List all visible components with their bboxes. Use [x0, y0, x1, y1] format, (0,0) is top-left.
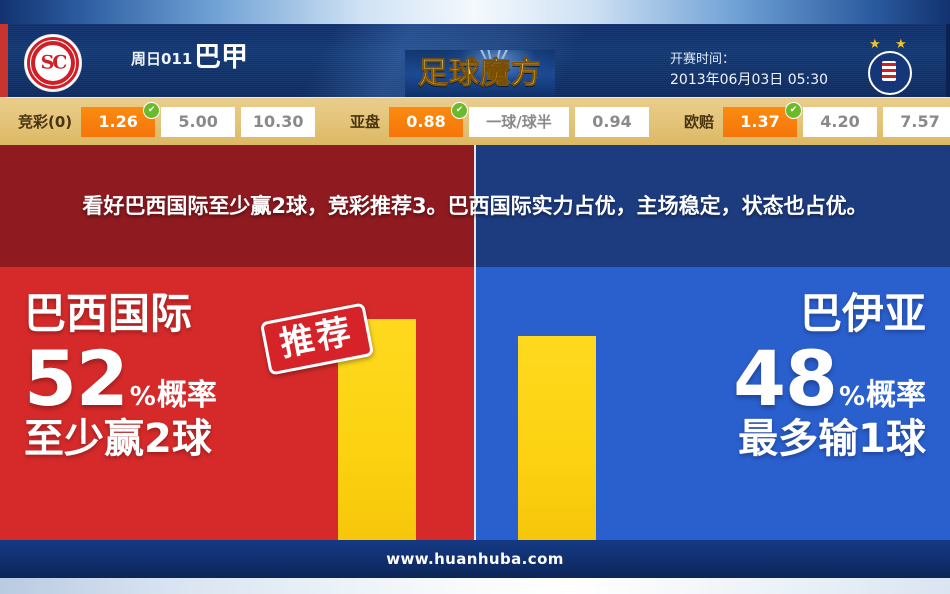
away-percent-symbol: %	[838, 382, 865, 412]
home-probability-word: 概率	[156, 378, 217, 413]
odds-cell-draw[interactable]: 5.00	[161, 107, 236, 137]
odds-group-label: 欧赔	[684, 112, 715, 131]
odds-group-jingcai: 竞彩(0) 1.26 ✔ 5.00 10.30	[18, 98, 321, 146]
odds-cell-home[interactable]: 0.88 ✔	[389, 102, 469, 137]
internacional-crest-icon: SC	[24, 34, 82, 92]
crest-monogram: SC	[40, 51, 68, 74]
odds-value: 5.00	[178, 112, 218, 131]
odds-cell-away[interactable]: 0.94	[575, 107, 650, 137]
odds-value: 0.88	[406, 112, 446, 131]
analysis-text: 看好巴西国际至少赢2球，竞彩推荐3。巴西国际实力占优，主场稳定，状态也占优。	[82, 193, 868, 218]
home-team-block: 巴西国际 52 % 概率 至少赢2球	[24, 289, 324, 463]
away-outcome: 最多输1球	[738, 416, 926, 462]
odds-value: 4.20	[820, 112, 860, 131]
odds-value: 1.37	[740, 112, 780, 131]
kickoff-info: 开赛时间： 2013年06月03日 05:30	[670, 50, 828, 90]
odds-value: 10.30	[252, 112, 304, 131]
home-outcome: 至少赢2球	[24, 416, 212, 462]
odds-value: 1.26	[98, 112, 138, 131]
home-percent-symbol: %	[129, 382, 156, 412]
header-accent-bar	[0, 24, 8, 97]
brand-logo: 足球魔方	[405, 50, 555, 97]
away-probability-value: 48	[733, 334, 838, 423]
league-name: 巴甲	[194, 42, 248, 73]
away-probability-row: 48 % 概率	[626, 340, 926, 418]
bottom-gradient-strip	[0, 578, 950, 594]
footer: www.huanhuba.com	[0, 540, 950, 578]
odds-group-label: 亚盘	[350, 112, 381, 131]
home-team-name: 巴西国际	[24, 289, 193, 338]
away-analysis-band	[475, 145, 950, 267]
away-team-block: 巴伊亚 48 % 概率 最多输1球	[626, 289, 926, 463]
odds-value: 0.94	[592, 112, 632, 131]
check-icon: ✔	[451, 102, 469, 119]
prediction-content	[0, 145, 950, 540]
odds-group-oupei: 欧赔 1.37 ✔ 4.20 7.57	[684, 98, 950, 146]
probability-bar-away	[518, 336, 596, 540]
brand-name: 足球魔方	[405, 58, 555, 89]
site-url: www.huanhuba.com	[386, 549, 564, 568]
odds-value: 7.57	[900, 112, 940, 131]
check-icon: ✔	[785, 102, 803, 119]
odds-cell-away[interactable]: 7.57	[883, 107, 950, 137]
home-probability-row: 52 % 概率	[24, 340, 324, 418]
odds-cell-home[interactable]: 1.26 ✔	[81, 102, 161, 137]
odds-cell-handicap[interactable]: 一球/球半	[469, 107, 570, 137]
check-icon: ✔	[143, 102, 161, 119]
odds-cell-draw[interactable]: 4.20	[803, 107, 878, 137]
odds-group-yapan: 亚盘 0.88 ✔ 一球/球半 0.94	[350, 98, 655, 146]
panel-divider	[474, 145, 476, 540]
home-probability-value: 52	[24, 334, 129, 423]
away-team-name: 巴伊亚	[799, 289, 926, 338]
home-analysis-band	[0, 145, 475, 267]
kickoff-time: 2013年06月03日 05:30	[670, 72, 829, 88]
header-right-edge	[946, 24, 950, 97]
away-probability-word: 概率	[866, 378, 926, 413]
odds-bar: 竞彩(0) 1.26 ✔ 5.00 10.30 亚盘 0.88 ✔ 一球/球半 …	[0, 97, 950, 147]
odds-group-label: 竞彩(0)	[18, 112, 73, 131]
odds-value: 一球/球半	[486, 112, 552, 131]
odds-cell-home[interactable]: 1.37 ✔	[723, 102, 803, 137]
recommend-stamp-label: 推荐	[276, 311, 357, 365]
kickoff-label: 开赛时间：	[670, 52, 736, 67]
odds-cell-away[interactable]: 10.30	[241, 107, 316, 137]
bahia-crest-icon: ★ ★	[862, 38, 914, 95]
analysis-text-block: 看好巴西国际至少赢2球，竞彩推荐3。巴西国际实力占优，主场稳定，状态也占优。	[0, 145, 950, 267]
match-header: SC 周日011 巴甲 足球魔方 开赛时间： 2013年06月03日 05:30…	[0, 24, 950, 97]
match-number: 周日011	[131, 50, 193, 68]
top-gradient-strip	[0, 0, 950, 24]
